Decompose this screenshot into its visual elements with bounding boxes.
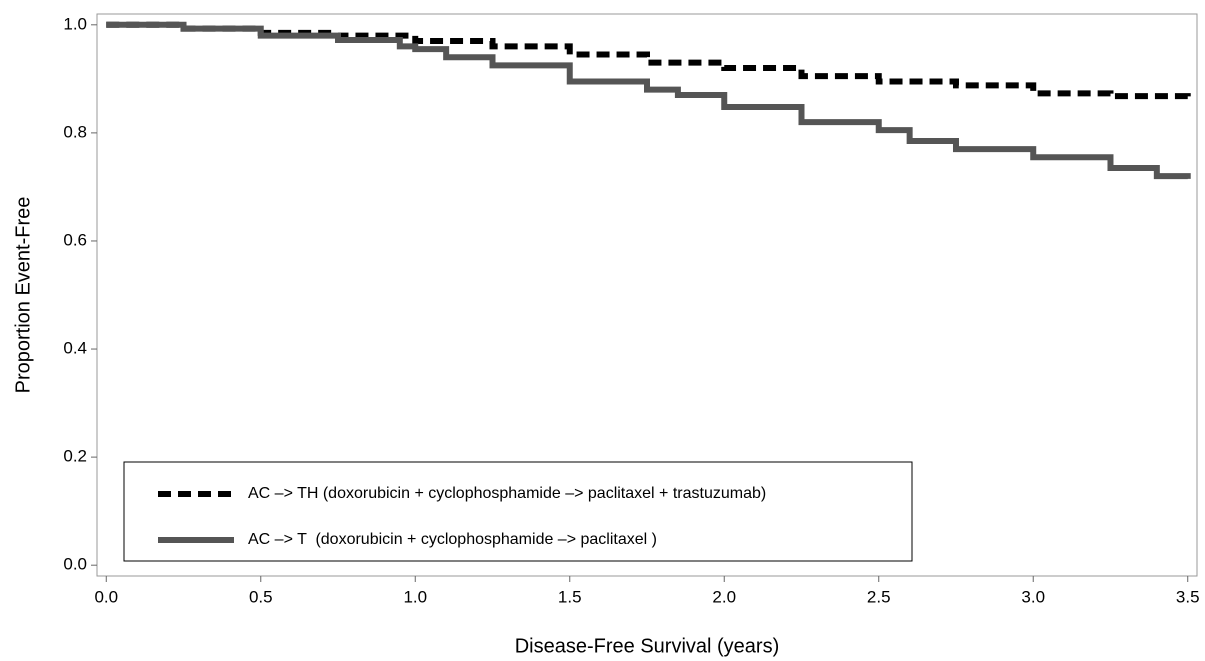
y-tick-label: 0.2 (63, 447, 87, 466)
x-axis-title: Disease-Free Survival (years) (515, 635, 780, 657)
y-tick-label: 1.0 (63, 14, 87, 33)
legend-label: AC –> TH (doxorubicin + cyclophosphamide… (248, 485, 766, 502)
survival-curve (106, 21, 1191, 180)
x-tick-label: 0.0 (94, 587, 118, 606)
y-tick-label: 0.6 (63, 230, 87, 249)
y-tick-label: 0.4 (63, 339, 87, 358)
legend-box (123, 461, 913, 562)
survival-curve (106, 21, 1191, 100)
y-tick-label: 0.0 (63, 555, 87, 574)
x-tick-label: 3.5 (1176, 587, 1200, 606)
y-axis-title: Proportion Event-Free (12, 197, 34, 394)
plot-frame (96, 13, 1198, 577)
x-tick-label: 2.5 (867, 587, 891, 606)
legend-label: AC –> T (doxorubicin + cyclophosphamide … (248, 531, 657, 548)
x-tick-label: 1.0 (403, 587, 427, 606)
x-tick-label: 2.0 (712, 587, 736, 606)
y-tick-label: 0.8 (63, 122, 87, 141)
x-tick-label: 3.0 (1021, 587, 1045, 606)
x-tick-label: 0.5 (249, 587, 273, 606)
x-tick-label: 1.5 (558, 587, 582, 606)
